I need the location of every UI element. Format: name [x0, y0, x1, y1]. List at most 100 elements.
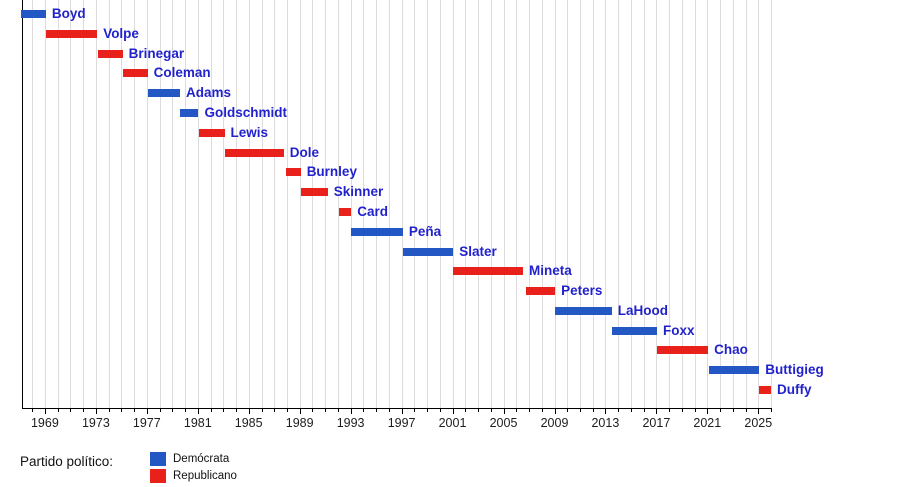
timeline-bar-foxx [612, 326, 657, 335]
legend-item-democrata: Demócrata [150, 452, 229, 466]
timeline-bar-peña [351, 227, 403, 236]
bar-label-goldschmidt: Goldschmidt [204, 104, 288, 120]
minor-tick [669, 408, 671, 412]
major-tick [197, 408, 199, 414]
timeline-bar-boyd [20, 10, 46, 18]
minor-tick [70, 408, 72, 412]
timeline-bar-dole [224, 148, 284, 157]
year-gridline [541, 0, 543, 408]
x-tick-label: 1969 [30, 416, 59, 430]
year-gridline [618, 0, 620, 408]
year-gridline [414, 0, 416, 408]
minor-tick [363, 408, 365, 412]
x-tick-label: 1973 [81, 416, 110, 430]
minor-tick [490, 408, 492, 412]
year-gridline [57, 0, 59, 408]
bar-label-peters: Peters [561, 283, 603, 299]
year-gridline [83, 0, 85, 408]
year-gridline [172, 0, 174, 408]
legend-label-democrata: Demócrata [173, 453, 230, 465]
year-gridline [478, 0, 479, 408]
year-gridline [681, 0, 683, 408]
legend-item-republicano: Republicano [150, 469, 237, 483]
major-tick [758, 408, 760, 414]
x-tick-label: 2005 [489, 416, 518, 430]
year-gridline [236, 0, 237, 408]
minor-tick [465, 408, 467, 412]
bar-label-adams: Adams [186, 85, 232, 101]
year-gridline [134, 0, 136, 408]
year-gridline [121, 0, 123, 408]
minor-tick [681, 408, 683, 412]
timeline-bar-buttigieg [708, 366, 760, 375]
year-gridline [287, 0, 288, 408]
timeline-bar-card [339, 207, 352, 216]
minor-tick [732, 408, 734, 412]
year-gridline [95, 0, 97, 408]
minor-tick [579, 408, 581, 412]
x-tick-label: 1981 [183, 416, 212, 430]
bar-label-mineta: Mineta [529, 263, 572, 279]
bar-label-burnley: Burnley [306, 164, 357, 180]
bar-label-peña: Peña [408, 223, 442, 239]
bar-label-skinner: Skinner [333, 184, 384, 200]
minor-tick [325, 408, 327, 412]
minor-tick [108, 408, 110, 412]
timeline-bar-lahood [555, 306, 612, 315]
legend-label-republicano: Republicano [173, 470, 237, 482]
democrat-color-swatch [150, 452, 166, 466]
minor-tick [121, 408, 123, 412]
year-gridline [401, 0, 403, 408]
timeline-bar-duffy [759, 386, 771, 394]
bar-label-foxx: Foxx [663, 322, 695, 338]
minor-tick [694, 408, 696, 412]
year-gridline [312, 0, 314, 408]
legend: Partido político: Demócrata Republicano [0, 448, 900, 487]
minor-tick [32, 408, 34, 412]
minor-tick [210, 408, 212, 412]
year-gridline [427, 0, 429, 408]
year-gridline [376, 0, 378, 408]
year-gridline [325, 0, 327, 408]
legend-title: Partido político: [20, 454, 114, 469]
minor-tick [516, 408, 518, 412]
bar-label-buttigieg: Buttigieg [765, 362, 824, 378]
year-gridline [32, 0, 34, 408]
minor-tick [134, 408, 136, 412]
year-gridline [197, 0, 199, 408]
year-gridline [363, 0, 365, 408]
year-gridline [720, 0, 721, 408]
minor-tick [172, 408, 174, 412]
year-gridline [146, 0, 148, 408]
year-gridline [350, 0, 352, 408]
bar-label-lahood: LaHood [617, 302, 669, 318]
major-tick [350, 408, 352, 414]
year-gridline [643, 0, 645, 408]
bar-label-lewis: Lewis [230, 124, 269, 140]
bar-label-brinegar: Brinegar [128, 45, 185, 61]
timeline-bar-adams [147, 89, 180, 98]
bar-label-coleman: Coleman [153, 65, 211, 81]
year-gridline [274, 0, 276, 408]
bar-label-duffy: Duffy [777, 382, 812, 397]
x-tick-label: 1993 [336, 416, 365, 430]
year-gridline [771, 0, 772, 408]
timeline-bar-goldschmidt [180, 108, 199, 117]
year-gridline [567, 0, 569, 408]
year-gridline [745, 0, 747, 408]
minor-tick [618, 408, 620, 412]
bar-label-slater: Slater [459, 243, 497, 259]
year-gridline [732, 0, 734, 408]
year-gridline [605, 0, 607, 408]
year-gridline [465, 0, 467, 408]
year-gridline [630, 0, 632, 408]
bar-label-dole: Dole [289, 144, 320, 160]
minor-tick [274, 408, 276, 412]
y-axis-line [22, 0, 23, 408]
year-gridline [529, 0, 530, 408]
major-tick [95, 408, 97, 414]
bar-label-volpe: Volpe [103, 25, 139, 41]
timeline-bar-burnley [286, 168, 301, 177]
x-tick-label: 2009 [540, 416, 569, 430]
